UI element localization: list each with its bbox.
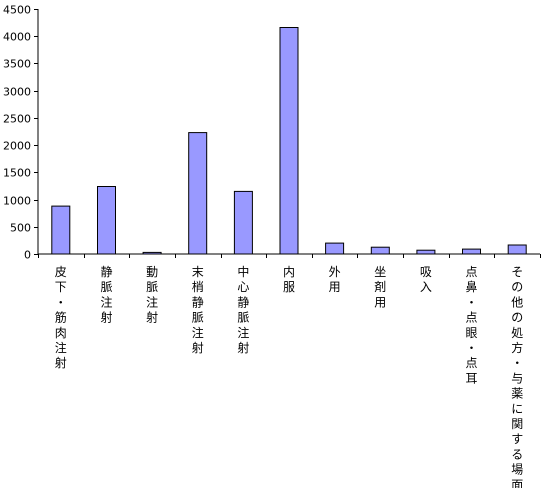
x-tick-label: 末梢静脈注射 xyxy=(192,265,204,355)
x-axis-category-labels: 皮下・筋肉注射 静脈注射 動脈注射 末梢静脈注射 中心静脈注射 内服 外用 坐剤用 吸入 点鼻・点… xyxy=(55,264,523,492)
bar xyxy=(462,248,481,255)
y-tick-label: 2500 xyxy=(3,113,31,126)
bar xyxy=(325,242,345,255)
bar xyxy=(370,246,390,255)
x-tick-label: 点鼻・点眼・点耳 xyxy=(465,265,477,385)
bar xyxy=(416,249,436,255)
bar xyxy=(279,27,299,255)
x-tick-label: 中心静脈注射 xyxy=(237,264,249,355)
y-tick-label: 4000 xyxy=(3,31,31,44)
x-tick-label: その他の処方・与薬に関する場面 xyxy=(511,265,523,488)
x-tick-label: 静脈注射 xyxy=(100,265,112,325)
bar xyxy=(51,205,71,255)
y-tick-label: 4500 xyxy=(3,4,31,17)
x-tick-label: 外用 xyxy=(329,265,341,294)
x-tick-label: 皮下・筋肉注射 xyxy=(55,265,67,370)
y-tick-label: 500 xyxy=(10,222,31,235)
x-axis-ticks xyxy=(38,254,541,258)
bar xyxy=(188,132,208,255)
x-tick-label: 動脈注射 xyxy=(146,265,158,325)
x-tick-label: 内服 xyxy=(283,265,295,294)
y-tick-label: 1500 xyxy=(3,167,31,180)
y-tick-label: 3500 xyxy=(3,58,31,71)
x-tick-label: 坐剤用 xyxy=(374,265,386,309)
bar xyxy=(97,186,116,255)
bar xyxy=(233,190,253,255)
y-axis-ticks xyxy=(34,9,38,255)
y-tick-label: 3000 xyxy=(3,86,31,99)
y-tick-label: 0 xyxy=(24,249,31,262)
bar xyxy=(507,244,527,255)
bar-series xyxy=(51,27,527,255)
x-tick-label: 吸入 xyxy=(420,265,432,294)
y-tick-label: 2000 xyxy=(3,140,31,153)
y-axis-tick-labels: 0 500 1000 1500 2000 2500 3000 3500 4000 4500 xyxy=(3,4,31,262)
y-tick-label: 1000 xyxy=(3,195,31,208)
